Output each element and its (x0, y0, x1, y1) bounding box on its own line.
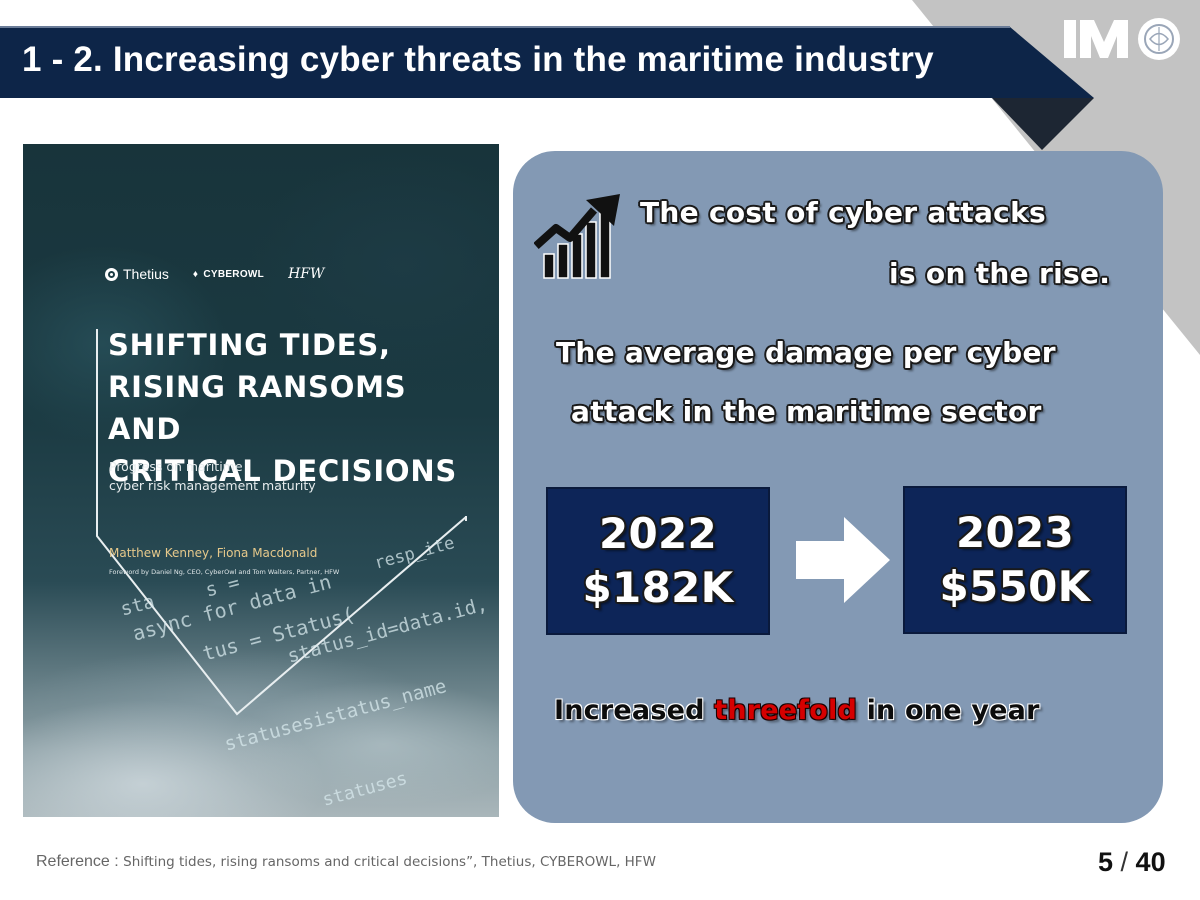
cover-foreword: Foreword by Daniel Ng, CEO, CyberOwl and… (109, 568, 340, 576)
slide-title: 1 - 2. Increasing cyber threats in the m… (22, 40, 934, 79)
title-bar-shape (0, 26, 1094, 98)
page-current: 5 (1098, 847, 1114, 877)
summary-highlight: threefold (714, 695, 857, 726)
cover-right-bracket (465, 518, 467, 520)
stat-year: 2023 (955, 508, 1075, 557)
cyberowl-brand: ♦ CYBEROWL (193, 269, 264, 280)
imo-logo (1064, 18, 1180, 60)
summary-text-before: Increased (554, 695, 715, 726)
stat-box-2023: 2023 $550K (903, 486, 1127, 634)
hfw-label: HFW (288, 266, 325, 282)
page-separator: / (1113, 847, 1136, 877)
reference-note: Reference : Shifting tides, rising ranso… (36, 853, 656, 871)
rising-bar-chart-icon (534, 194, 620, 279)
thetius-brand: Thetius (105, 266, 169, 282)
stat-year: 2022 (598, 509, 718, 558)
thetius-logo-icon (105, 267, 118, 281)
cover-title-line: RISING RANSOMS AND (108, 370, 407, 446)
cover-title-line: CRITICAL DECISIONS (108, 454, 458, 488)
headline-line-2: is on the rise. (889, 257, 1111, 290)
page-number: 5 / 40 (1098, 847, 1166, 878)
right-arrow-icon (796, 517, 890, 603)
owl-icon: ♦ (192, 268, 199, 280)
cover-authors: Matthew Kenney, Fiona Macdonald (109, 546, 318, 560)
headline-line-1: The cost of cyber attacks (640, 196, 1046, 229)
stat-box-2022: 2022 $182K (546, 487, 770, 635)
cover-brand-row: Thetius ♦ CYBEROWL HFW (105, 266, 324, 282)
summary-text-after: in one year (856, 695, 1040, 726)
subhead-line-1: The average damage per cyber (556, 336, 1056, 369)
cyberowl-label: CYBEROWL (203, 268, 265, 280)
cover-subtitle-line: cyber risk management maturity (109, 478, 316, 493)
subhead-line-2: attack in the maritime sector (571, 395, 1042, 428)
reference-text: Shifting tides, rising ransoms and criti… (123, 854, 656, 870)
summary-statement: Increased threefold in one year (554, 695, 1040, 726)
stat-value: $550K (939, 562, 1091, 611)
cover-subtitle: Progress on maritime cyber risk manageme… (109, 457, 409, 495)
reference-label: Reference : (36, 853, 124, 870)
cover-title-line: SHIFTING TIDES, (108, 328, 391, 362)
cover-subtitle-line: Progress on maritime (109, 459, 243, 474)
hfw-brand: HFW (288, 266, 324, 282)
thetius-label: Thetius (123, 266, 169, 282)
stat-value: $182K (582, 563, 734, 612)
page-total: 40 (1135, 847, 1166, 877)
cover-title: SHIFTING TIDES, RISING RANSOMS AND CRITI… (108, 324, 488, 492)
report-cover-image: Thetius ♦ CYBEROWL HFW SHIFTING TIDES, R… (23, 144, 499, 817)
